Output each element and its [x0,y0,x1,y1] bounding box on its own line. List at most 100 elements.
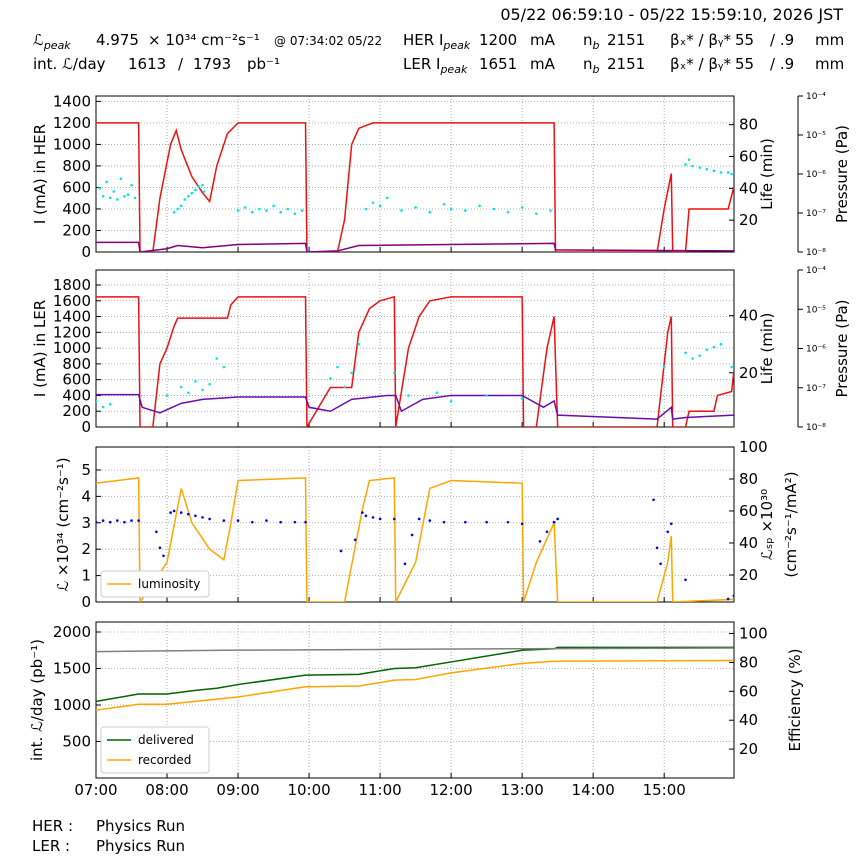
footer-label: LER : [32,837,70,855]
plot-frame [95,95,735,253]
header-item: 1200 [479,31,517,49]
x-tick-label: 14:00 [572,781,615,799]
y-tick-label: 800 [62,157,91,175]
scatter-point [549,209,552,212]
scatter-point [183,198,187,201]
footer-value: Physics Run [96,837,185,855]
y-tick-label: 600 [62,371,91,389]
y3-label: Pressure (Pa) [833,299,851,397]
scatter-point [545,530,549,534]
x-tick-label: 09:00 [216,781,259,799]
scatter-point [698,354,701,357]
scatter-point [464,520,467,524]
y-tick-label: 1200 [53,114,91,132]
scatter-point [286,207,290,211]
scatter-point [176,207,179,211]
y2-tick-label: 20 [739,364,758,382]
scatter-point [194,514,197,518]
line-series [96,647,734,653]
scatter-point [684,578,687,582]
footer-value: Physics Run [96,817,185,835]
scatter-point [112,190,116,193]
subscript: b [593,63,600,76]
scatter-point [130,183,133,187]
header-item: / [178,55,184,73]
scatter-point [108,402,112,406]
y3-tick-label: 10⁻⁴ [806,266,826,276]
scatter-point [194,188,197,192]
scatter-point [655,546,659,550]
x-tick-label: 13:00 [501,781,544,799]
header-item: 55 [735,55,754,73]
plot-frame [95,446,735,603]
scatter-point [190,191,194,195]
y-tick-label: 2 [81,540,91,558]
y-label: I (mA) in LER [31,300,49,397]
header-item: mm [815,55,844,73]
scatter-point [403,562,407,566]
x-tick-label: 07:00 [74,781,117,799]
y-tick-label: 0 [81,593,91,611]
scatter-point [116,198,119,201]
scatter-point [162,554,165,558]
scatter-point [666,530,670,534]
y-tick-label: 2000 [53,623,91,641]
scatter-point [155,530,158,534]
scatter-point [187,512,190,516]
y2-tick-label: 80 [739,470,758,488]
y-tick-label: 0 [81,243,91,261]
scatter-point [179,385,183,389]
scatter-point [392,371,396,375]
y-tick-label: 1600 [53,292,91,310]
y2-tick-label: 100 [739,438,768,456]
scatter-point [137,519,140,522]
header-item: mA [530,31,556,49]
scatter-point [187,391,190,395]
y3-tick-label: 10⁻⁷ [806,209,826,219]
scatter-point [712,169,716,173]
series-group [96,122,734,252]
scatter-point [705,167,709,171]
scatter-point [428,210,432,214]
y-tick-label: 1000 [53,696,91,714]
scatter-point [719,342,723,346]
scatter-point [222,365,226,369]
scatter-point [123,194,126,198]
scatter-point [726,171,730,174]
y-tick-label: 200 [62,221,91,239]
y2-tick-label: 100 [739,625,768,643]
scatter-point [705,348,709,352]
header-item: 1793 [193,55,231,73]
header-item: βₓ* / βᵧ* [670,31,731,49]
line-series [96,122,734,252]
scatter-point [385,196,389,200]
scatter-point [105,180,108,184]
scatter-point [556,517,559,521]
y2-tick-label: 60 [739,147,758,165]
scatter-point [179,511,183,514]
scatter-point [428,519,432,522]
subscript: b [593,39,600,52]
scatter-point [364,207,368,211]
header-item: / .9 [770,55,794,73]
y-tick-label: 1 [81,567,91,585]
scatter-point [172,210,176,214]
y-tick-label: 5 [81,461,91,479]
y3-tick-label: 10⁻⁵ [806,305,826,315]
y2-label: ℒₛₚ ×10³⁰ [758,489,776,560]
line-series [96,295,734,427]
y3-tick-label: 10⁻⁴ [806,92,826,102]
line-series [96,646,734,703]
y-tick-label: 1200 [53,323,91,341]
scatter-point [719,171,723,174]
header-item: × 10³⁴ cm⁻²s⁻¹ [148,31,260,49]
y3-tick-label: 10⁻⁵ [806,131,826,141]
y2-tick-label: 40 [739,711,758,729]
scatter-point [652,498,655,502]
scatter-point [133,196,137,200]
scatter-point [535,212,538,216]
scatter-point [350,371,353,375]
scatter-point [339,549,343,553]
y-tick-label: 600 [62,178,91,196]
scatter-point [250,520,254,524]
